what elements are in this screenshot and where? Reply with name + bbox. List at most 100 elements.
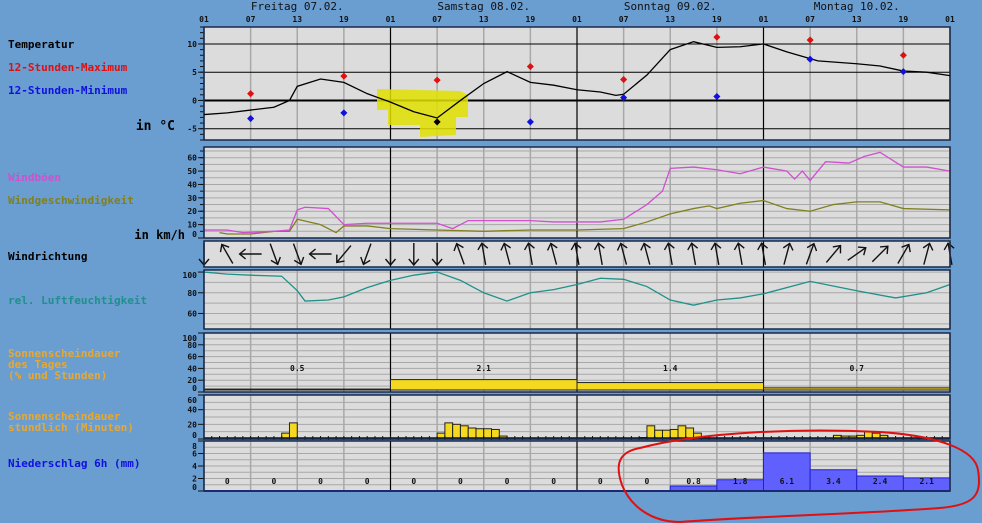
wind-direction-arrow <box>570 242 582 265</box>
wind-direction-arrow <box>269 243 282 266</box>
arrow-head <box>879 245 889 255</box>
wind-gust-line <box>204 151 951 234</box>
y-tick-label: 50 <box>187 167 197 176</box>
sunshine-hourly-bar <box>677 425 687 440</box>
precipitation-border <box>203 440 951 492</box>
legend-labels: Temperatur 12-Stunden-Maximum 12-Stunden… <box>8 38 185 470</box>
arrow-shaft <box>503 243 511 265</box>
y-tick-label: 0 <box>192 431 197 440</box>
arrow-head <box>640 242 651 251</box>
hour-tick-label: 07 <box>619 15 629 24</box>
arrow-shaft <box>847 247 867 261</box>
red-circle-annotation <box>617 429 980 523</box>
y-tick-label: 60 <box>187 396 197 405</box>
wind-direction-arrow <box>847 246 867 261</box>
arrow-head <box>219 243 230 253</box>
hour-tick-label: 19 <box>712 15 722 24</box>
arrow-shaft <box>527 243 533 265</box>
precipitation-value: 2.4 <box>873 477 888 486</box>
wind-direction-arrow <box>384 243 397 267</box>
minimum-point <box>620 94 628 102</box>
arrow-head <box>270 256 282 266</box>
y-tick-label: 60 <box>187 154 197 163</box>
y-tick-label: -5 <box>187 125 197 134</box>
panels: -50510010203040506060801000204060801000.… <box>183 26 955 492</box>
wind-direction-arrow <box>308 248 332 260</box>
label-maximum: 12-Stunden-Maximum <box>8 61 128 74</box>
label-minimum: 12-Stunden-Minimum <box>8 84 128 97</box>
label-temperature: Temperatur <box>8 38 75 51</box>
day-label: Sonntag 09.02. <box>624 0 717 13</box>
arrow-shaft <box>805 243 815 265</box>
precipitation-value: 0 <box>272 477 277 486</box>
arrow-head <box>782 242 794 251</box>
arrow-head <box>663 242 675 251</box>
arrow-head <box>616 242 628 251</box>
sunshine-daily-bar <box>763 387 951 391</box>
y-tick-label: 80 <box>187 341 197 350</box>
arrow-head <box>832 244 842 254</box>
label-sun-daily-1: Sonnenscheindauer <box>8 347 121 360</box>
arrow-shaft <box>574 243 580 265</box>
maximum-point <box>247 90 255 98</box>
arrow-shaft <box>897 244 910 264</box>
arrow-shaft <box>825 245 842 263</box>
wind-border <box>203 146 951 239</box>
maximum-point <box>340 72 348 80</box>
arrow-shaft <box>336 245 352 263</box>
precipitation-value: 1.8 <box>733 477 748 486</box>
y-tick-label: 100 <box>183 334 198 343</box>
wind-direction-arrow <box>453 242 465 265</box>
wind-direction-arrow <box>238 248 262 260</box>
y-tick-label: 0 <box>192 96 197 105</box>
hour-tick-label: 13 <box>292 15 302 24</box>
arrow-head <box>570 242 582 251</box>
arrow-shaft <box>871 245 889 263</box>
day-label: Freitag 07.02. <box>251 0 344 13</box>
hour-tick-label: 13 <box>665 15 675 24</box>
wind-direction-arrow <box>663 242 675 265</box>
humidity-border <box>203 269 951 330</box>
precipitation-value: 0 <box>505 477 510 486</box>
label-wind-direction: Windrichtung <box>8 250 87 263</box>
wind-direction-arrow <box>897 243 911 264</box>
arrow-head <box>360 256 371 266</box>
hour-tick-label: 01 <box>759 15 769 24</box>
y-tick-label: 0 <box>192 483 197 492</box>
maximum-point <box>620 76 628 84</box>
maximum-point <box>806 36 814 44</box>
y-tick-label: 0 <box>192 230 197 239</box>
hour-tick-label: 13 <box>852 15 862 24</box>
hour-tick-label: 01 <box>199 15 209 24</box>
arrow-head <box>293 256 305 266</box>
wind-direction-arrow <box>593 242 605 265</box>
arrow-shaft <box>269 243 279 265</box>
maximum-point <box>899 51 907 59</box>
wind-direction-arrow <box>640 242 651 265</box>
arrow-head <box>238 248 247 260</box>
y-tick-label: 30 <box>187 194 197 203</box>
arrow-shaft <box>221 244 234 264</box>
arrow-shaft <box>550 243 558 265</box>
y-tick-label: 10 <box>187 40 197 49</box>
sunshine-daily-value: 0.5 <box>290 364 305 373</box>
sunshine-hourly-bar <box>288 422 298 440</box>
hour-tick-label: 07 <box>432 15 442 24</box>
y-tick-label: 8 <box>192 442 197 451</box>
arrow-shaft <box>690 243 697 265</box>
arrow-head <box>943 242 955 251</box>
wind-direction-arrow <box>733 242 745 265</box>
precipitation-value: 0 <box>551 477 556 486</box>
sunshine-hourly-border <box>203 394 951 440</box>
wind-direction-arrow <box>292 243 305 266</box>
sunshine-hourly-bar <box>444 422 454 440</box>
arrow-shaft <box>923 243 931 265</box>
wind-direction-arrow <box>805 242 818 265</box>
precipitation-value: 0.8 <box>686 477 701 486</box>
arrow-head <box>757 242 769 251</box>
wind-direction-arrow <box>871 245 889 263</box>
y-tick-label: 5 <box>192 68 197 77</box>
label-temp-unit: in °C <box>136 119 175 134</box>
arrow-head <box>431 258 443 267</box>
precipitation-value: 3.4 <box>826 477 841 486</box>
